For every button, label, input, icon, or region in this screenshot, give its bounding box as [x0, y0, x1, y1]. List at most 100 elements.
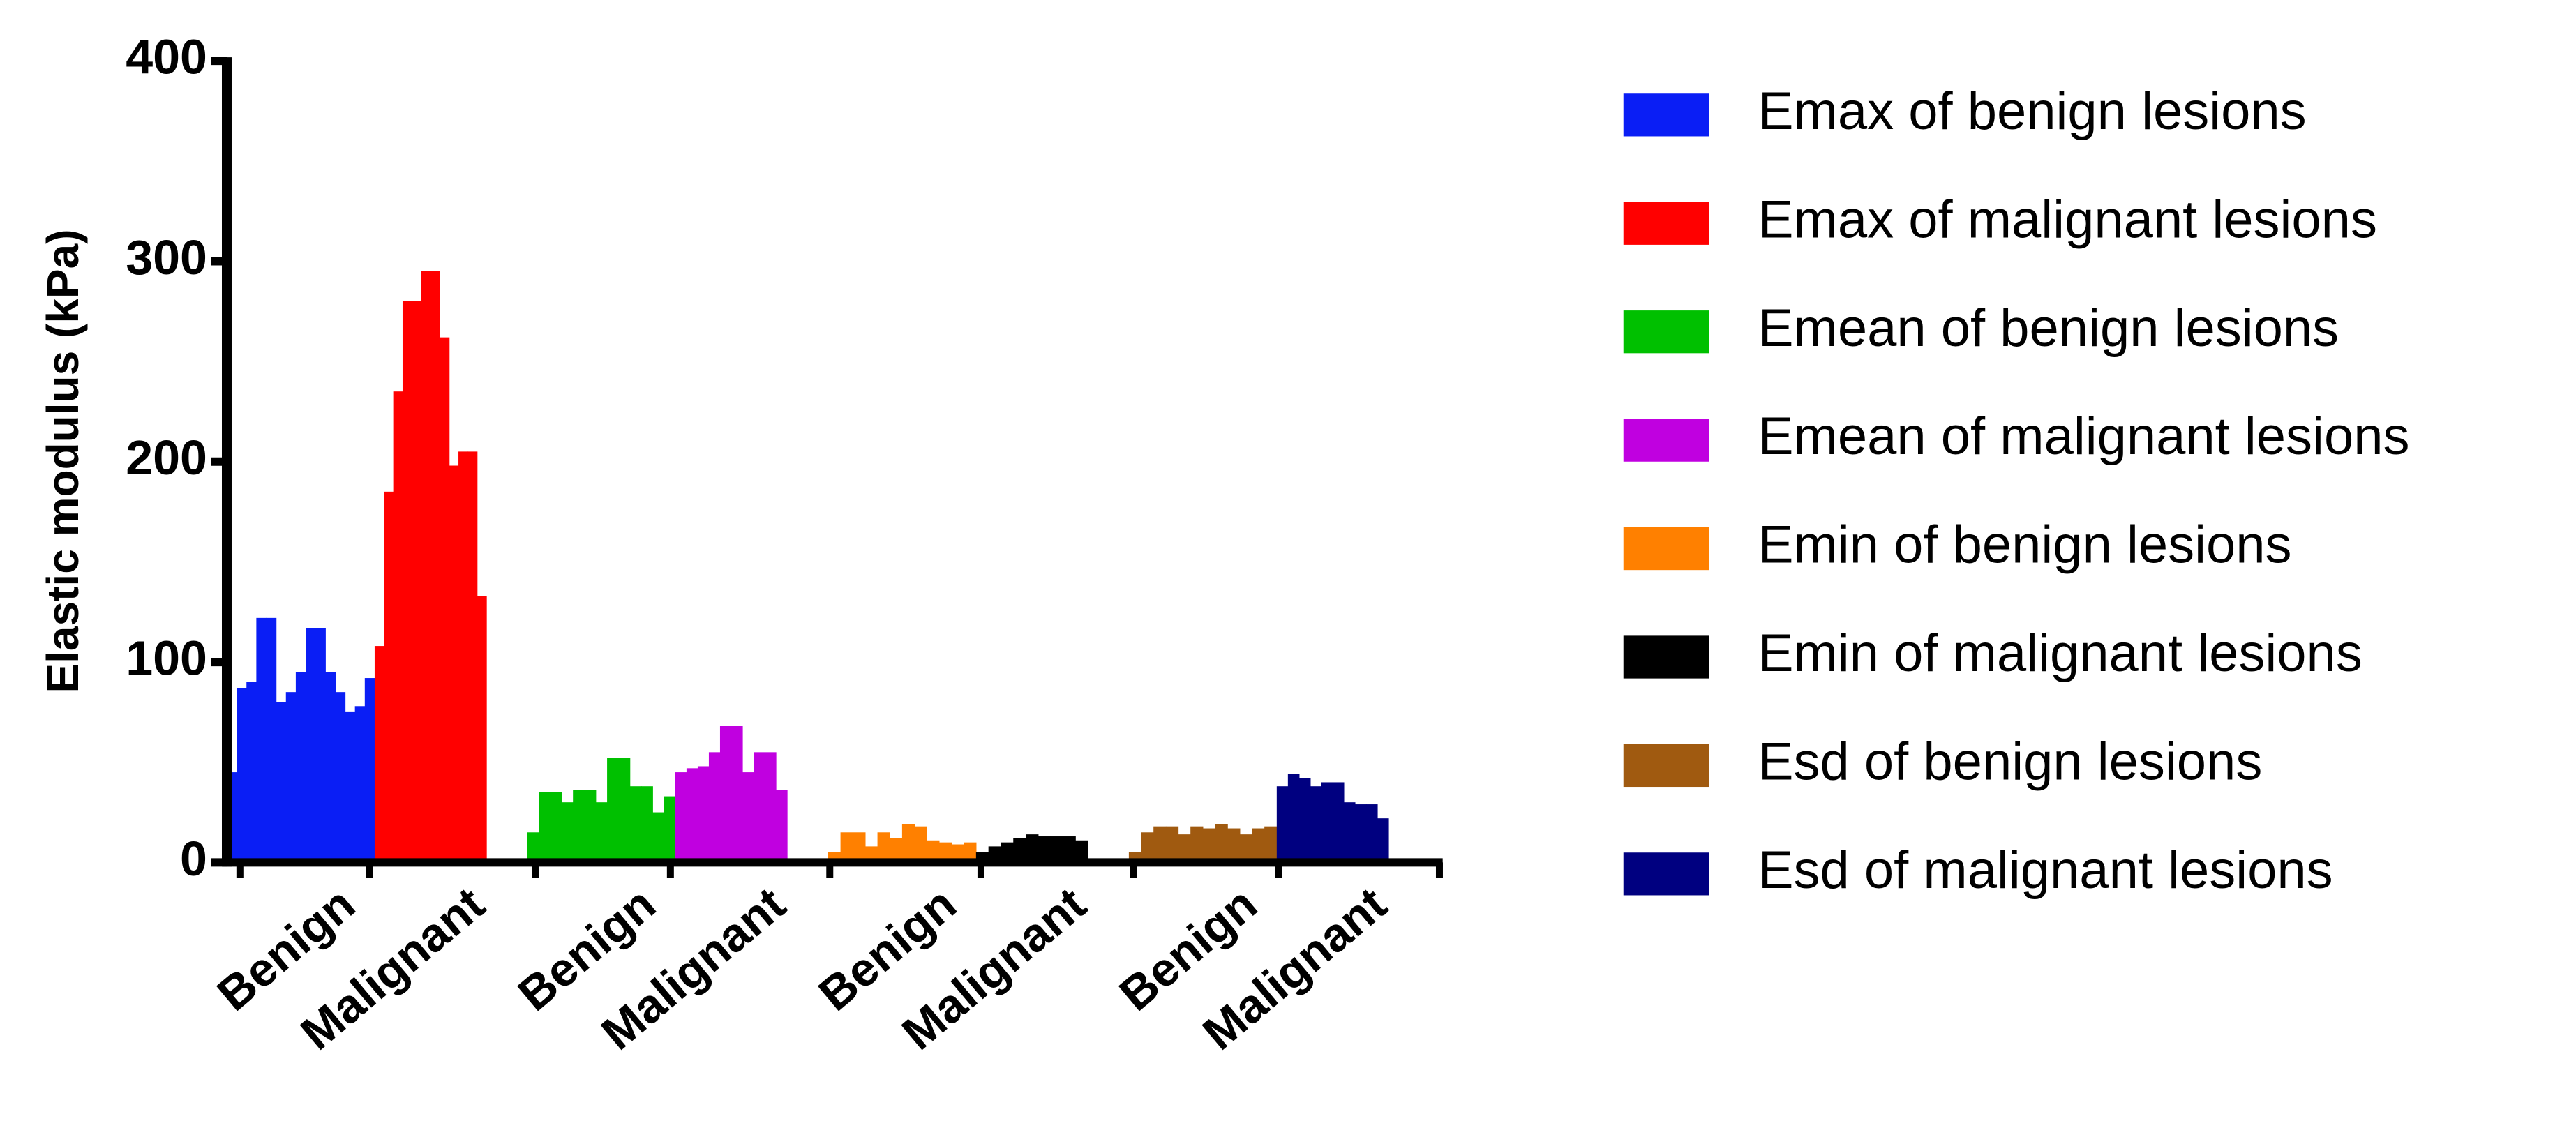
bar [840, 832, 853, 863]
y-axis-title: Elastic modulus (kPa) [38, 229, 88, 693]
bar [629, 786, 642, 863]
bar [964, 842, 977, 863]
bar [430, 271, 440, 863]
bar [595, 802, 608, 863]
legend-label: Emean of malignant lesions [1758, 407, 2410, 466]
legend-label: Emax of malignant lesions [1758, 190, 2377, 249]
bar [527, 832, 539, 863]
bar [335, 692, 346, 863]
bar [1239, 834, 1253, 863]
legend-swatch [1623, 202, 1709, 245]
bar [686, 768, 698, 863]
bar [938, 842, 952, 863]
bar [1298, 778, 1311, 863]
y-tick-label: 400 [126, 30, 207, 84]
y-tick-label: 0 [180, 831, 207, 886]
bar [449, 465, 459, 863]
y-tick-label: 200 [126, 430, 207, 485]
bar [276, 702, 287, 863]
bar [584, 790, 597, 863]
bar [618, 758, 631, 863]
bar [1013, 838, 1026, 863]
bar [402, 301, 412, 863]
bar [1365, 804, 1378, 863]
bar [285, 692, 297, 863]
bar [550, 792, 562, 863]
bar [765, 752, 777, 863]
bar [1287, 774, 1300, 863]
bar [1252, 828, 1265, 863]
legend-swatch [1623, 635, 1709, 679]
bar [914, 826, 927, 863]
legend-label: Emax of benign lesions [1758, 82, 2307, 141]
bar [1190, 826, 1204, 863]
y-tick-label: 100 [126, 631, 207, 686]
bar [325, 672, 336, 863]
bar [641, 786, 653, 863]
legend-label: Esd of malignant lesions [1758, 841, 2333, 900]
bar [731, 726, 743, 863]
bar [890, 838, 903, 863]
bar [1178, 834, 1191, 863]
bar [393, 391, 403, 863]
bar [1202, 828, 1216, 863]
bar [1310, 786, 1322, 863]
bar [345, 711, 356, 863]
bar [1276, 786, 1289, 863]
y-tick-label: 300 [126, 230, 207, 285]
bar [384, 491, 394, 863]
legend-label: Emin of malignant lesions [1758, 624, 2362, 683]
bar [754, 752, 765, 863]
bar [1026, 834, 1039, 863]
legend-label: Emin of benign lesions [1758, 515, 2292, 575]
legend-swatch [1623, 527, 1709, 571]
legend-label: Esd of benign lesions [1758, 732, 2262, 792]
bar [1264, 826, 1278, 863]
bar [1377, 818, 1389, 863]
bar [708, 752, 721, 863]
bar [742, 772, 754, 863]
legend-swatch [1623, 852, 1709, 896]
bar [1215, 824, 1228, 863]
bar [266, 617, 277, 863]
bar [295, 672, 306, 863]
bar [1354, 804, 1367, 863]
bar [927, 840, 940, 863]
bar [412, 301, 422, 863]
bar [440, 337, 450, 863]
bar [246, 682, 257, 863]
bar [776, 790, 788, 863]
bar [1001, 842, 1014, 863]
bar [1153, 826, 1167, 863]
legend-swatch [1623, 93, 1709, 137]
bar [1321, 782, 1333, 863]
bar [315, 628, 326, 863]
legend-swatch [1623, 419, 1709, 462]
bar [877, 832, 890, 863]
bar [951, 844, 964, 863]
bar [1075, 840, 1088, 863]
bar [561, 802, 574, 863]
bar [306, 628, 316, 863]
bar [374, 646, 384, 863]
legend-swatch [1623, 310, 1709, 354]
bar [237, 688, 247, 863]
bar [1165, 826, 1179, 863]
bar [675, 772, 687, 863]
bar [539, 792, 551, 863]
bar [421, 271, 431, 863]
bar [1227, 828, 1241, 863]
bar [607, 758, 619, 863]
bar [697, 766, 710, 863]
bar [364, 678, 375, 863]
bar [1063, 836, 1076, 863]
bar [1141, 832, 1154, 863]
bar [1050, 836, 1064, 863]
legend-swatch [1623, 744, 1709, 788]
bar [901, 824, 915, 863]
bar [1343, 802, 1356, 863]
bar [477, 596, 487, 863]
bar [573, 790, 585, 863]
bar [652, 812, 665, 863]
